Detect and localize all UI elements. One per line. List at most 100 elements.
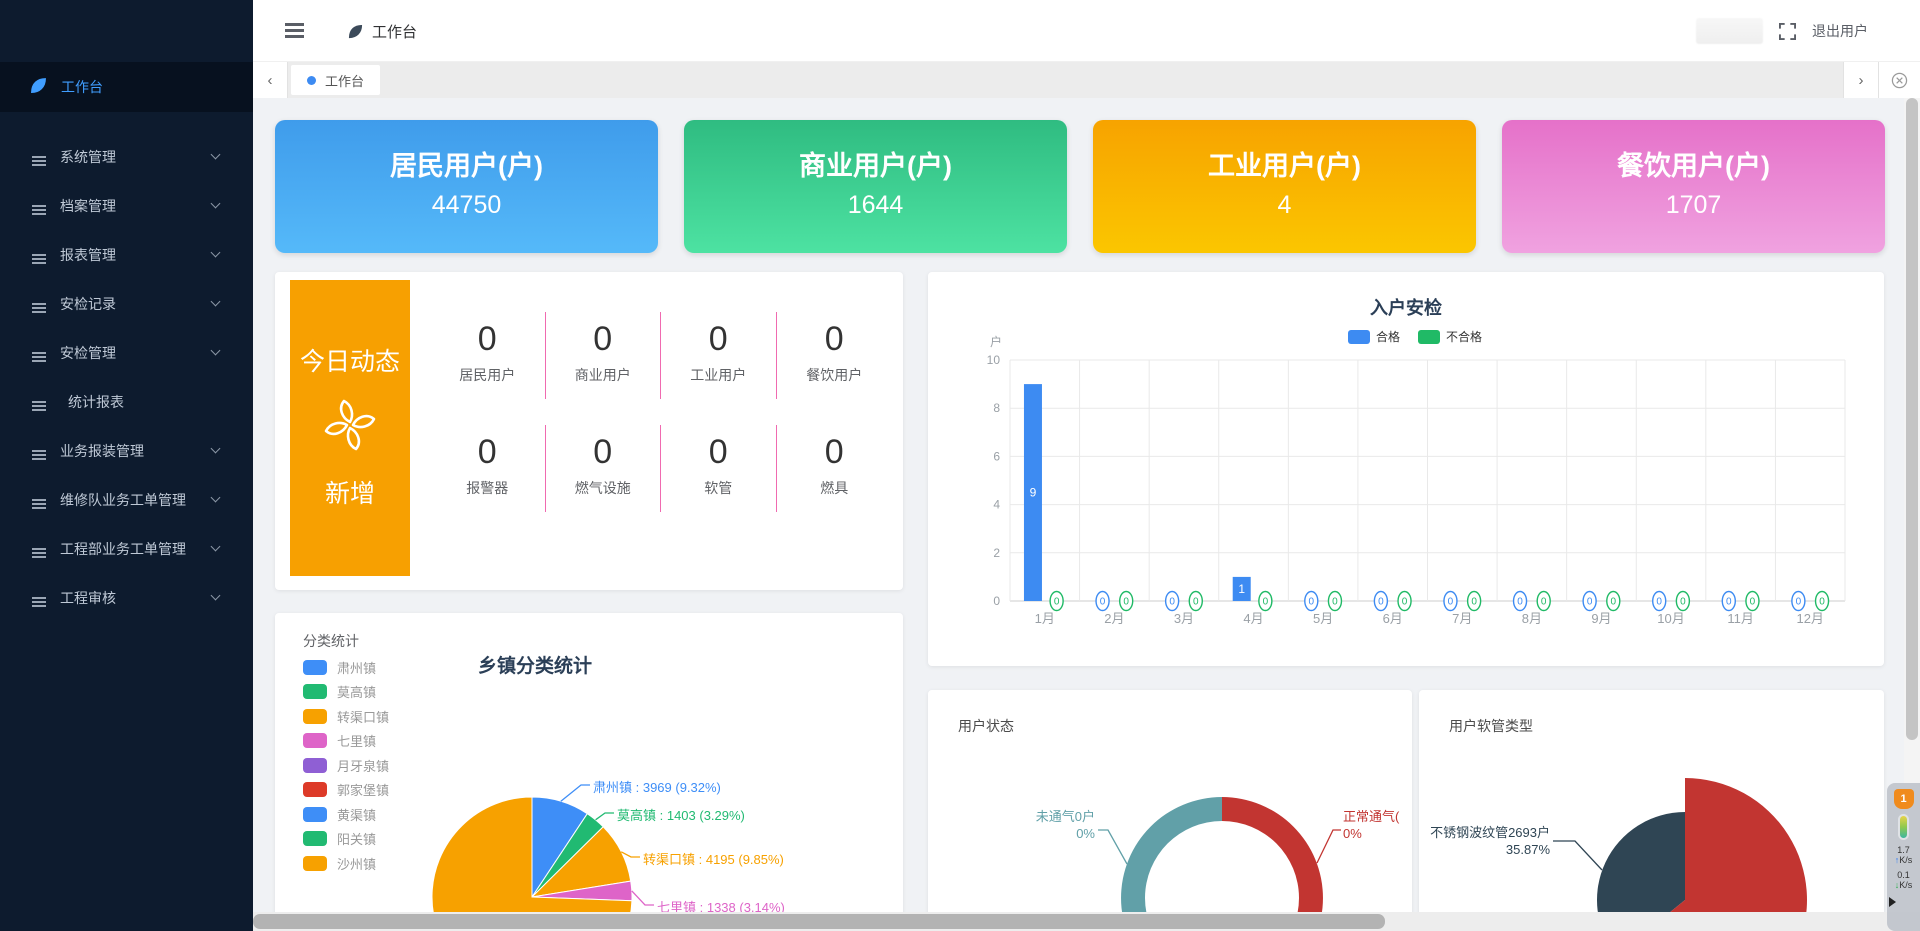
hose-type-pie-chart[interactable]	[1419, 690, 1884, 931]
today-banner: 今日动态 新增	[290, 280, 410, 576]
svg-text:0: 0	[1378, 597, 1384, 608]
shield-badge-icon[interactable]: 1	[1893, 789, 1914, 809]
sidebar-item-2[interactable]: 报表管理	[0, 235, 253, 275]
svg-text:4: 4	[993, 498, 1000, 512]
chevron-down-icon	[210, 541, 221, 552]
today-stat-6: 0 软管	[661, 425, 777, 512]
tabs-scroll-left-icon[interactable]: ‹	[253, 62, 288, 98]
svg-text:6: 6	[993, 449, 1000, 463]
legend-item: 不合格	[1418, 328, 1482, 345]
bar-chart-legend: 合格 不合格	[1348, 328, 1482, 345]
svg-text:0: 0	[1611, 597, 1617, 608]
pie-legend-item[interactable]: 肃州镇	[303, 655, 389, 680]
tabs-scroll-right-icon[interactable]: ›	[1843, 62, 1878, 98]
inspection-bar-chart-card: 入户安检 合格 不合格 户 0 2 4 6 8 10 1月 9 0 2月 0 0 3月 0 0 4月 1 0 5月 0 0 6…	[928, 272, 1884, 666]
sidebar-item-label: 维修队业务工单管理	[60, 492, 186, 508]
stat-card-1[interactable]: 商业用户(户) 1644	[684, 120, 1067, 253]
svg-text:3月: 3月	[1174, 611, 1194, 626]
logout-button[interactable]: 退出用户	[1812, 23, 1868, 39]
sidebar-item-9[interactable]: 工程审核	[0, 578, 253, 618]
sidebar-item-5[interactable]: 统计报表	[0, 382, 253, 422]
today-stat-value: 0	[593, 320, 613, 358]
sidebar-item-3[interactable]: 安检记录	[0, 284, 253, 324]
tab-workbench[interactable]: 工作台	[291, 65, 381, 95]
leaf-icon	[348, 24, 363, 38]
pie-legend-item[interactable]: 沙州镇	[303, 851, 389, 876]
svg-text:0: 0	[1517, 597, 1523, 608]
chevron-down-icon	[210, 492, 221, 503]
horizontal-scrollbar[interactable]	[253, 912, 1920, 931]
menu-bars-icon	[32, 352, 46, 354]
sidebar-item-4[interactable]: 安检管理	[0, 333, 253, 373]
stat-card-2[interactable]: 工业用户(户) 4	[1093, 120, 1476, 253]
svg-text:6月: 6月	[1383, 611, 1403, 626]
sidebar-item-6[interactable]: 业务报装管理	[0, 431, 253, 471]
today-stat-label: 居民用户	[459, 367, 516, 383]
svg-text:9月: 9月	[1591, 611, 1611, 626]
today-dynamics-card: 今日动态 新增 0 居民用户 0 商业用户 0 工业用户 0 餐饮用户 0 报警器 0 燃气设施 0 软管…	[275, 272, 903, 590]
svg-text:0: 0	[1448, 597, 1454, 608]
play-triangle-icon[interactable]	[1889, 897, 1896, 907]
tabs-close-icon[interactable]	[1878, 62, 1920, 98]
stat-card-3[interactable]: 餐饮用户(户) 1707	[1502, 120, 1885, 253]
menu-bars-icon	[32, 303, 46, 305]
stat-card-title: 商业用户(户)	[799, 151, 952, 181]
stat-card-0[interactable]: 居民用户(户) 44750	[275, 120, 658, 253]
sidebar-item-workbench-active[interactable]: 工作台	[0, 62, 253, 112]
donut-left-text: 未通气0户	[1035, 809, 1095, 824]
svg-text:0: 0	[1123, 597, 1129, 608]
fullscreen-icon[interactable]	[1779, 22, 1796, 40]
tab-bar: ‹ 工作台 ›	[253, 62, 1920, 98]
pie-legend-label: 沙州镇	[337, 856, 377, 872]
today-stat-label: 燃气设施	[574, 480, 631, 496]
today-stat-value: 0	[477, 433, 497, 471]
today-stat-label: 工业用户	[690, 367, 747, 383]
pie-legend-item[interactable]: 月牙泉镇	[303, 753, 389, 778]
pie-legend-label: 阳关镇	[337, 832, 377, 848]
pinwheel-icon	[324, 399, 376, 451]
today-stat-label: 报警器	[466, 480, 509, 496]
pie-panel-title: 分类统计	[303, 633, 359, 649]
legend-swatch	[1348, 329, 1370, 344]
svg-text:0: 0	[1587, 597, 1593, 608]
sidebar: 工作台 系统管理档案管理报表管理安检记录安检管理统计报表业务报装管理维修队业务工…	[0, 0, 253, 931]
legend-swatch	[1418, 329, 1441, 344]
download-speed: 0.1 ↓K/s	[1894, 870, 1913, 890]
sidebar-active-label: 工作台	[61, 79, 103, 95]
pie-legend-item[interactable]: 七里镇	[303, 729, 389, 754]
today-stat-4: 0 报警器	[430, 425, 546, 512]
stat-card-value: 1707	[1665, 191, 1722, 219]
sidebar-item-7[interactable]: 维修队业务工单管理	[0, 480, 253, 520]
pie-legend: 肃州镇莫高镇转渠口镇七里镇月牙泉镇郭家堡镇 黄渠镇阳关镇沙州镇	[303, 655, 389, 876]
pie-legend-swatch	[303, 659, 327, 675]
pie-legend-item[interactable]: 转渠口镇	[303, 704, 389, 729]
chevron-down-icon	[210, 149, 221, 160]
hose-type-card: 用户软管类型 不锈钢波纹管2693户 35.87%	[1419, 690, 1884, 931]
sidebar-item-8[interactable]: 工程部业务工单管理	[0, 529, 253, 569]
pie-legend-item[interactable]: 莫高镇	[303, 680, 389, 705]
pie-legend-swatch	[303, 855, 327, 871]
svg-text:0: 0	[1402, 597, 1408, 608]
pie-legend-label: 转渠口镇	[337, 709, 390, 725]
pie-legend-label: 月牙泉镇	[337, 758, 390, 774]
sidebar-item-1[interactable]: 档案管理	[0, 186, 253, 226]
svg-text:4月: 4月	[1243, 611, 1263, 626]
upload-speed: 1.7 ↑K/s	[1894, 845, 1913, 865]
extension-widget[interactable]: 1 1.7 ↑K/s 0.1 ↓K/s	[1887, 783, 1920, 931]
pie-legend-item[interactable]: 阳关镇	[303, 827, 389, 852]
pie-legend-item[interactable]: 郭家堡镇	[303, 778, 389, 803]
town-pie-chart[interactable]	[275, 613, 903, 931]
horizontal-scrollbar-thumb[interactable]	[253, 914, 1385, 929]
sidebar-item-0[interactable]: 系统管理	[0, 137, 253, 177]
sidebar-item-label: 统计报表	[68, 394, 124, 410]
vertical-scrollbar[interactable]	[1904, 98, 1920, 912]
pie-slice-label: 转渠口镇 : 4195 (9.85%)	[643, 852, 784, 867]
vertical-scrollbar-thumb[interactable]	[1906, 98, 1918, 740]
hamburger-menu-icon[interactable]	[285, 23, 304, 26]
user-status-title: 用户状态	[958, 718, 1014, 734]
stat-card-title: 餐饮用户(户)	[1617, 151, 1770, 181]
svg-text:7月: 7月	[1452, 611, 1472, 626]
pie-legend-label: 莫高镇	[337, 685, 377, 701]
pie-legend-item[interactable]: 黄渠镇	[303, 802, 389, 827]
